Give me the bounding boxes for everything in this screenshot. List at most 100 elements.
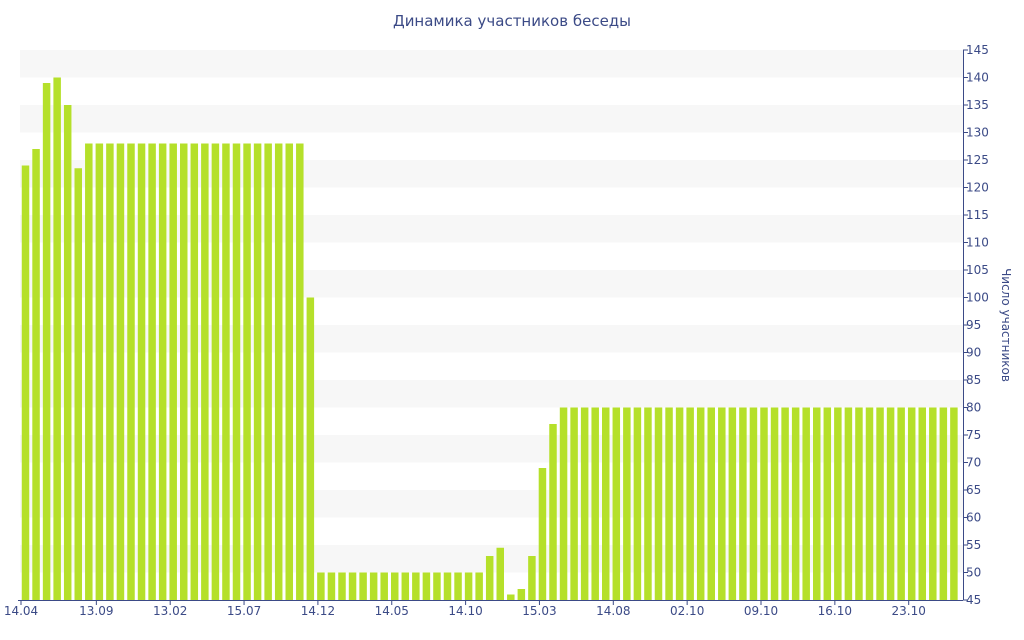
grid-band [20, 160, 963, 188]
bar [285, 143, 293, 600]
bar [813, 407, 821, 600]
bar [369, 572, 378, 600]
bar [549, 424, 557, 600]
bar [644, 407, 652, 600]
y-tick-label: 100 [966, 291, 989, 305]
bar [507, 594, 515, 600]
bar [485, 556, 494, 600]
x-tick-label: 14.10 [448, 604, 482, 618]
x-tick-label: 16.10 [818, 604, 852, 618]
bar [327, 572, 336, 600]
bar [42, 83, 51, 600]
y-tick-label: 55 [966, 538, 981, 552]
bar [391, 572, 399, 600]
bar [633, 407, 642, 600]
grid-band [20, 105, 963, 133]
bar [718, 407, 726, 600]
bar [274, 143, 283, 600]
bar [823, 407, 832, 600]
y-tick-label: 70 [966, 456, 981, 470]
x-axis: 14.04 13.09 13.02 15.07 14.12 14.05 14.10 15.03… [4, 600, 963, 618]
bar [918, 407, 926, 600]
bar [464, 572, 473, 600]
y-tick-label: 140 [966, 71, 989, 85]
y-tick-label: 85 [966, 373, 981, 387]
grid-bands [20, 50, 963, 573]
bar [686, 407, 694, 600]
y-tick-label: 60 [966, 511, 981, 525]
bar [127, 143, 135, 600]
bar [591, 407, 599, 600]
bar [422, 572, 431, 600]
bar [950, 407, 958, 600]
bar [496, 547, 504, 600]
bar [180, 143, 188, 600]
bar [939, 407, 948, 600]
bar [95, 143, 104, 600]
bar [348, 572, 357, 600]
bar [63, 105, 72, 600]
bar [897, 407, 905, 600]
bar [538, 468, 547, 600]
bar [190, 143, 199, 600]
bar [760, 407, 768, 600]
y-tick-label: 130 [966, 126, 989, 140]
x-tick-label: 14.08 [596, 604, 630, 618]
x-tick-label: 15.07 [227, 604, 261, 618]
y-axis-title: Число участников [999, 268, 1013, 382]
y-tick-label: 110 [966, 236, 989, 250]
y-tick-label: 80 [966, 401, 981, 415]
bar [201, 143, 209, 600]
bar [696, 407, 705, 600]
bar [74, 168, 82, 600]
bar [855, 407, 863, 600]
bar [253, 143, 262, 600]
bar [707, 407, 715, 600]
grid-band [20, 325, 963, 353]
bar [580, 407, 589, 600]
bar [21, 165, 30, 600]
bar [865, 407, 874, 600]
chart-title: Динамика участников беседы [392, 12, 632, 30]
y-tick-label: 75 [966, 428, 981, 442]
grid-band [20, 270, 963, 298]
bar [876, 407, 884, 600]
x-tick-label: 14.04 [4, 604, 38, 618]
bar [264, 143, 272, 600]
bar [929, 407, 937, 600]
x-tick-label: 23.10 [892, 604, 926, 618]
bar [728, 407, 737, 600]
bar [886, 407, 895, 600]
bar [475, 572, 483, 600]
bar [528, 556, 536, 600]
bar [907, 407, 916, 600]
bar [834, 407, 842, 600]
bar [675, 407, 684, 600]
y-tick-label: 135 [966, 98, 989, 112]
y-tick-label: 50 [966, 566, 981, 580]
y-tick-label: 105 [966, 263, 989, 277]
bar [85, 143, 93, 600]
bar [739, 407, 747, 600]
bar [802, 407, 810, 600]
bar [623, 407, 631, 600]
x-tick-label: 14.05 [375, 604, 409, 618]
bar [602, 407, 610, 600]
bar [749, 407, 758, 600]
bar [654, 407, 663, 600]
bar [781, 407, 789, 600]
grid-band [20, 50, 963, 78]
bar [338, 572, 346, 600]
bar [32, 149, 40, 600]
y-axis: 45 50 55 60 65 70 75 80 85 90 95 100 105 110 115 120 125… [963, 43, 989, 607]
bar [517, 589, 526, 600]
bar [443, 572, 452, 600]
x-tick-label: 14.12 [301, 604, 335, 618]
x-tick-label: 15.03 [522, 604, 556, 618]
grid-band [20, 215, 963, 243]
bar [412, 572, 420, 600]
y-tick-label: 95 [966, 318, 981, 332]
bar [359, 572, 367, 600]
bar [559, 407, 568, 600]
